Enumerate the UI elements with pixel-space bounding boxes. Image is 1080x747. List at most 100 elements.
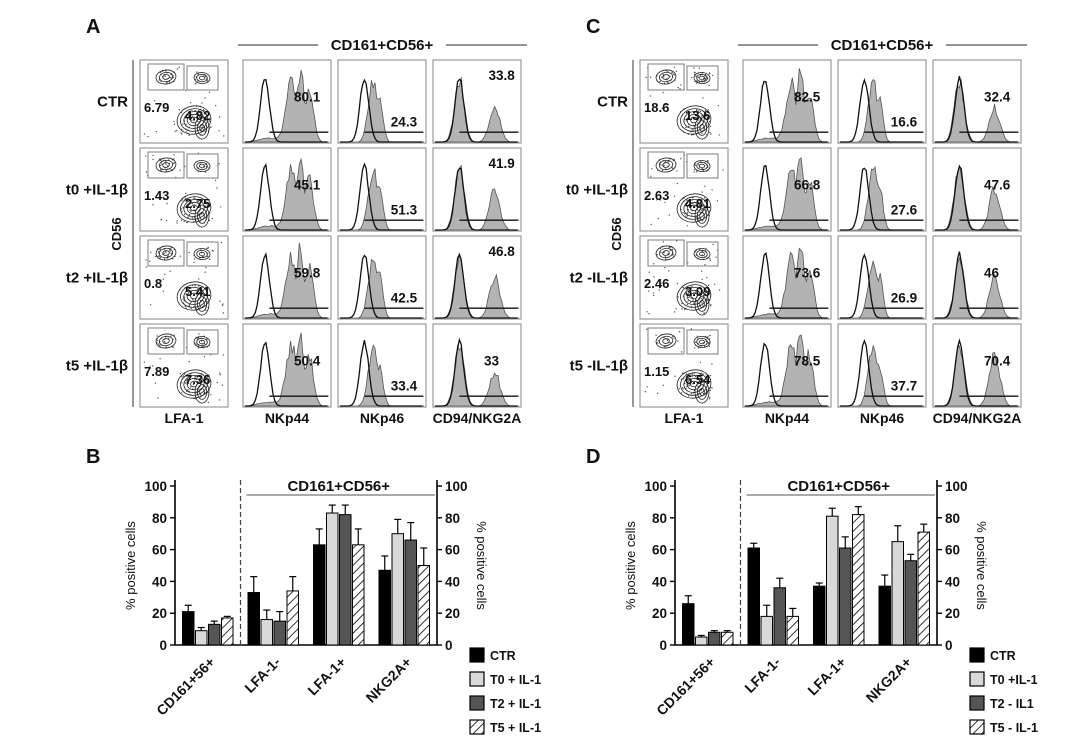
histogram-plot: 70.4 (932, 323, 1022, 408)
gate-left (647, 327, 685, 355)
histogram-percentage: 66.8 (794, 178, 821, 193)
contour-plot: 1.15 6.54 (639, 323, 729, 408)
x-axis-label: CD94/NKG2A (933, 410, 1022, 426)
histogram-percentage: 46 (984, 266, 1000, 281)
contour-plot: 2.46 3.09 (639, 235, 729, 320)
histogram-plot: 32.4 (932, 59, 1022, 144)
legend-label: T0 + IL-1 (490, 673, 541, 687)
y-tick-label-right: 100 (945, 479, 968, 494)
gate-right-percentage: 3.09 (685, 284, 710, 299)
y-tick-label-left: 60 (652, 543, 667, 558)
histogram-open-curve (244, 252, 328, 319)
gate-left-percentage: 6.79 (144, 100, 169, 115)
histogram-percentage: 27.6 (891, 202, 918, 217)
y-tick-label-right: 60 (945, 543, 960, 558)
histogram-plot: 46.8 (432, 235, 522, 320)
bar-ctr (247, 592, 260, 646)
flow-panel-c: CD161+CD56+ CD56 CTR 18.6 13.6 82.5 16.6 32.4 t0… (566, 34, 1027, 426)
flow-panel-a: CD161+CD56+ CD56 CTR 6.79 4.82 80.1 24.3 33.8 t0… (66, 34, 527, 426)
gate-right (686, 153, 719, 179)
histogram-percentage: 26.9 (891, 290, 917, 305)
x-axis-label: NKp46 (860, 410, 905, 426)
histogram-open-curve (339, 254, 423, 319)
histogram-open-curve (244, 78, 328, 143)
histogram-frame (432, 59, 522, 144)
histogram-plot: 50.4 (242, 323, 332, 408)
histogram-plot: 47.6 (932, 147, 1022, 232)
histogram-percentage: 47.6 (984, 178, 1011, 193)
histogram-percentage: 41.9 (488, 156, 514, 171)
histogram-open-curve (339, 162, 423, 231)
panel-label-b: B (86, 446, 101, 468)
histogram-percentage: 33 (484, 354, 500, 369)
histogram-filled-curve (744, 68, 829, 143)
gate-left-percentage: 1.43 (144, 188, 169, 203)
y-axis-label: CD56 (109, 217, 124, 250)
histogram-open-curve (244, 162, 328, 231)
y-tick-label-right: 80 (945, 511, 960, 526)
gate-right (686, 241, 719, 267)
bar-ctr (182, 611, 195, 646)
legend-label: CTR (490, 649, 516, 663)
bar-t0-il-1 (695, 636, 708, 646)
histogram-percentage: 80.1 (294, 90, 321, 105)
x-axis-label: CD94/NKG2A (433, 410, 522, 426)
legend-swatch (469, 719, 485, 735)
histogram-frame (932, 59, 1022, 144)
row-condition-label: CTR (597, 94, 628, 111)
chart-title: CD161+CD56+ (787, 478, 890, 495)
y-tick-label-left: 20 (152, 606, 167, 621)
bar-chart-b: 0 0 20 20 40 40 60 60 80 80 100 100 % positive cells… (123, 478, 541, 735)
category-label: LFA-1- (241, 654, 283, 696)
bar-t5-il-1 (286, 590, 299, 646)
bar-t0-il-1 (760, 615, 773, 646)
histogram-open-curve (744, 342, 828, 407)
gate-left-percentage: 18.6 (644, 100, 669, 115)
gate-left (147, 63, 185, 91)
legend-swatch (469, 647, 485, 663)
gate-right (686, 329, 719, 355)
histogram-open-curve (339, 339, 423, 407)
y-tick-label-left: 40 (652, 574, 667, 589)
histogram-plot: 41.9 (432, 147, 522, 232)
histogram-open-curve (339, 78, 423, 143)
row-condition-label: t0 +IL-1β (566, 182, 628, 199)
y-tick-label-left: 0 (659, 638, 667, 653)
y-tick-label-left: 0 (159, 638, 167, 653)
category-label: CD161+56+ (653, 654, 718, 719)
y-tick-label-right: 80 (445, 511, 460, 526)
bar-t0-il-1 (391, 533, 404, 646)
legend-label: T5 + IL-1 (490, 721, 541, 735)
gate-right-percentage: 13.6 (685, 108, 710, 123)
y-tick-label-left: 20 (652, 606, 667, 621)
histogram-frame (432, 323, 522, 408)
histogram-percentage: 73.6 (794, 266, 821, 281)
gate-right-percentage: 2.75 (185, 196, 210, 211)
bar-t0-il-1 (195, 630, 208, 646)
panel-label-d: D (586, 446, 601, 468)
bar-ctr (378, 569, 391, 646)
histogram-percentage: 24.3 (391, 114, 418, 129)
y-tick-label-right: 20 (945, 606, 960, 621)
histogram-percentage: 78.5 (794, 354, 821, 369)
row-condition-label: t2 -IL-1β (570, 270, 628, 287)
gate-left-percentage: 2.63 (644, 188, 669, 203)
gate-left (647, 239, 685, 267)
y-tick-label-left: 40 (152, 574, 167, 589)
histogram-plot: 82.5 (742, 59, 832, 144)
histogram-percentage: 16.6 (891, 114, 918, 129)
bar-t2-il-1 (208, 623, 221, 646)
bar-t5-il-1 (852, 514, 865, 646)
gate-right (686, 65, 719, 91)
histogram-plot: 37.7 (837, 323, 927, 408)
x-axis-label: NKp44 (265, 410, 310, 426)
histogram-open-curve (744, 164, 828, 231)
bar-ctr (813, 585, 826, 646)
y-tick-label-right: 40 (945, 574, 960, 589)
x-axis-label: LFA-1 (665, 410, 704, 426)
x-axis-label: NKp46 (360, 410, 405, 426)
legend-swatch (969, 671, 985, 687)
y-tick-label-left: 60 (152, 543, 167, 558)
histogram-filled-curve (244, 70, 329, 143)
histogram-plot: 78.5 (742, 323, 832, 408)
